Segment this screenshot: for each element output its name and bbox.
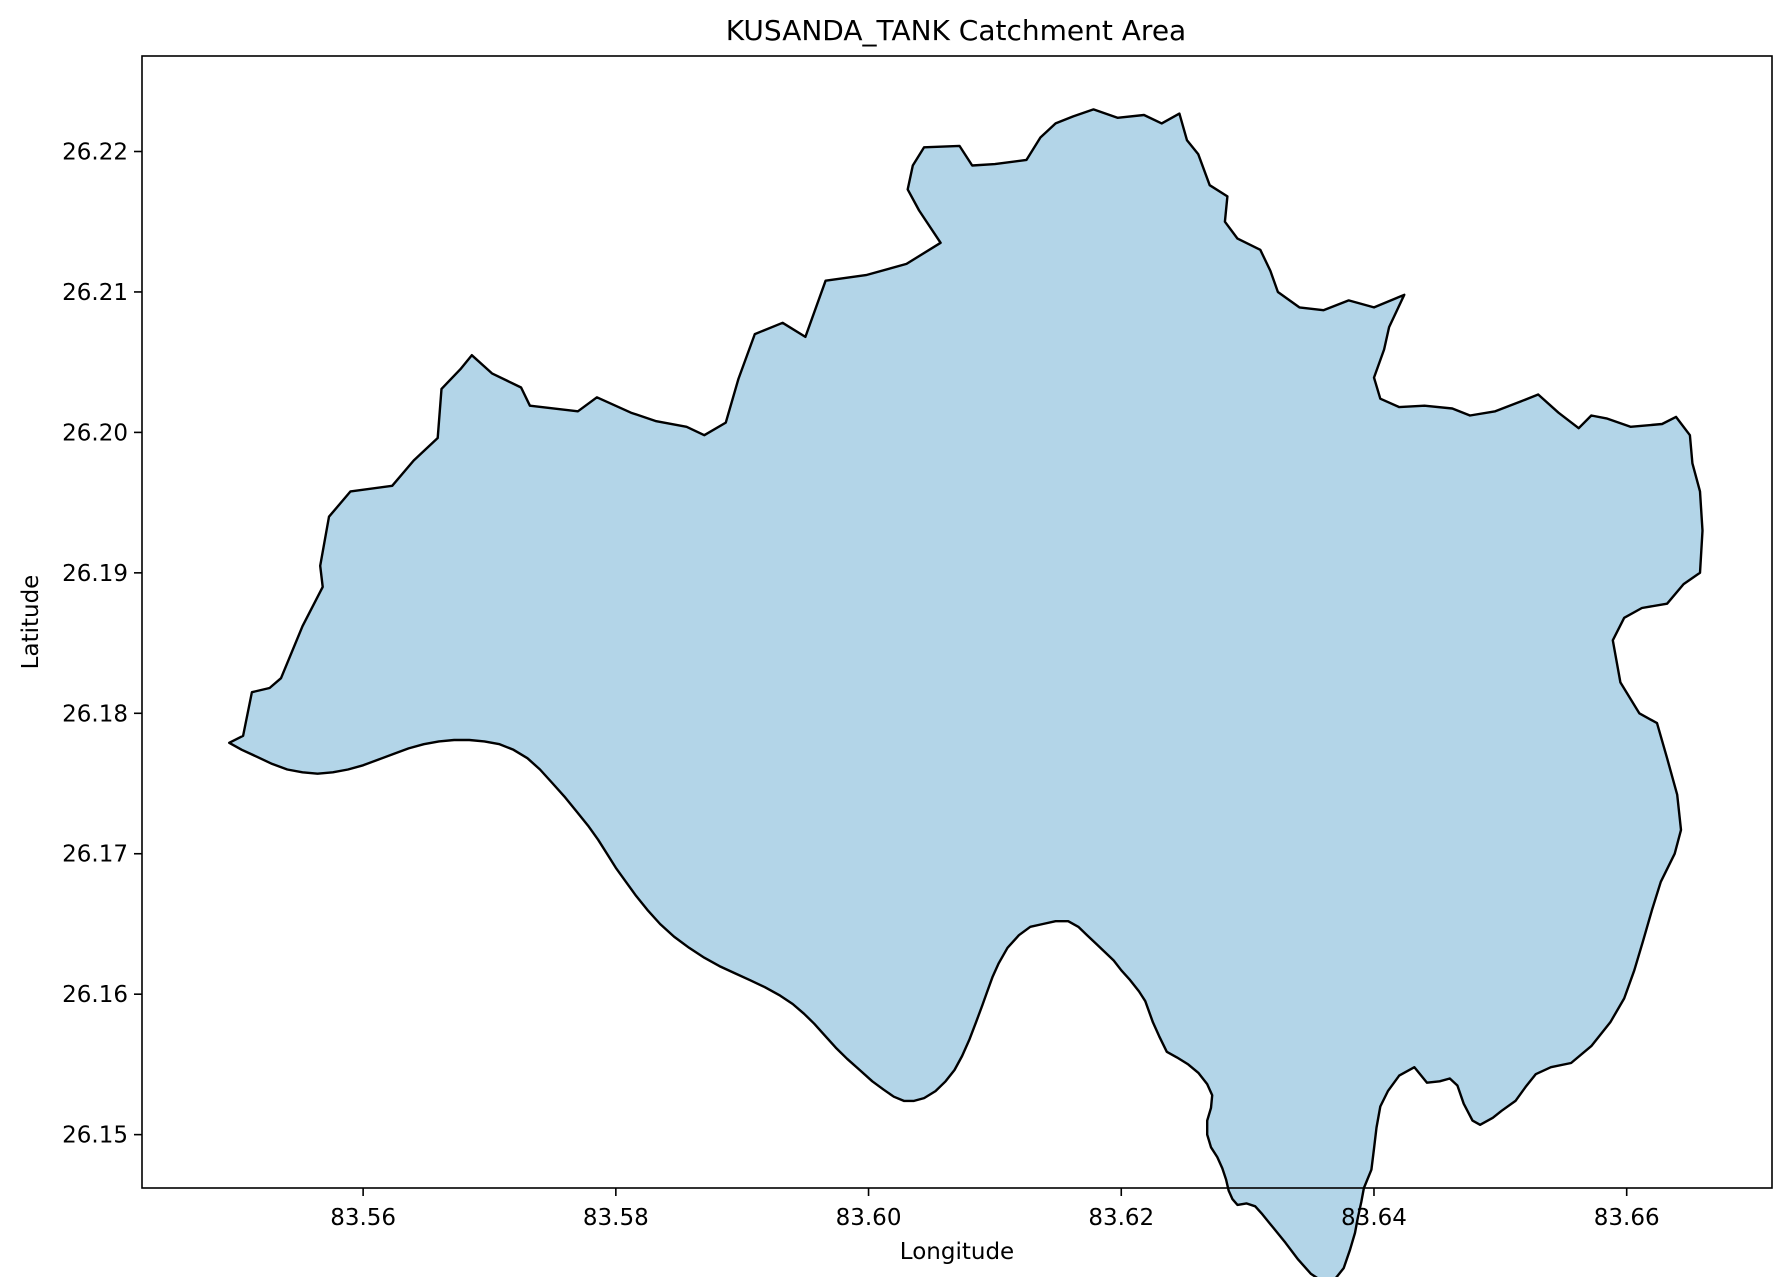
plot-frame (141, 55, 1773, 1189)
y-tick-label: 26.22 (62, 140, 128, 166)
y-tick-label: 26.21 (62, 280, 128, 306)
y-tick-label: 26.15 (62, 1123, 128, 1149)
x-tick-label: 83.66 (1594, 1205, 1660, 1231)
y-tick-label: 26.19 (62, 561, 128, 587)
x-tick-label: 83.62 (1088, 1205, 1154, 1231)
y-axis-label: Latitude (18, 575, 44, 670)
x-axis-ticks: 83.56 83.58 83.60 83.62 83.64 83.66 (330, 1188, 1660, 1231)
x-axis-label: Longitude (900, 1239, 1014, 1265)
x-tick-label: 83.60 (836, 1205, 902, 1231)
y-tick-label: 26.16 (62, 982, 128, 1008)
x-tick-label: 83.58 (583, 1205, 649, 1231)
x-tick-label: 83.64 (1341, 1205, 1407, 1231)
y-tick-label: 26.20 (62, 420, 128, 446)
y-axis-ticks: 26.15 26.16 26.17 26.18 26.19 26.20 26.21 26.22 (62, 140, 142, 1149)
map-title: KUSANDA_TANK Catchment Area (726, 14, 1186, 47)
y-tick-label: 26.18 (62, 701, 128, 727)
x-tick-label: 83.56 (330, 1205, 396, 1231)
catchment-area-polygon (227, 108, 1704, 1277)
y-tick-label: 26.17 (62, 842, 128, 868)
